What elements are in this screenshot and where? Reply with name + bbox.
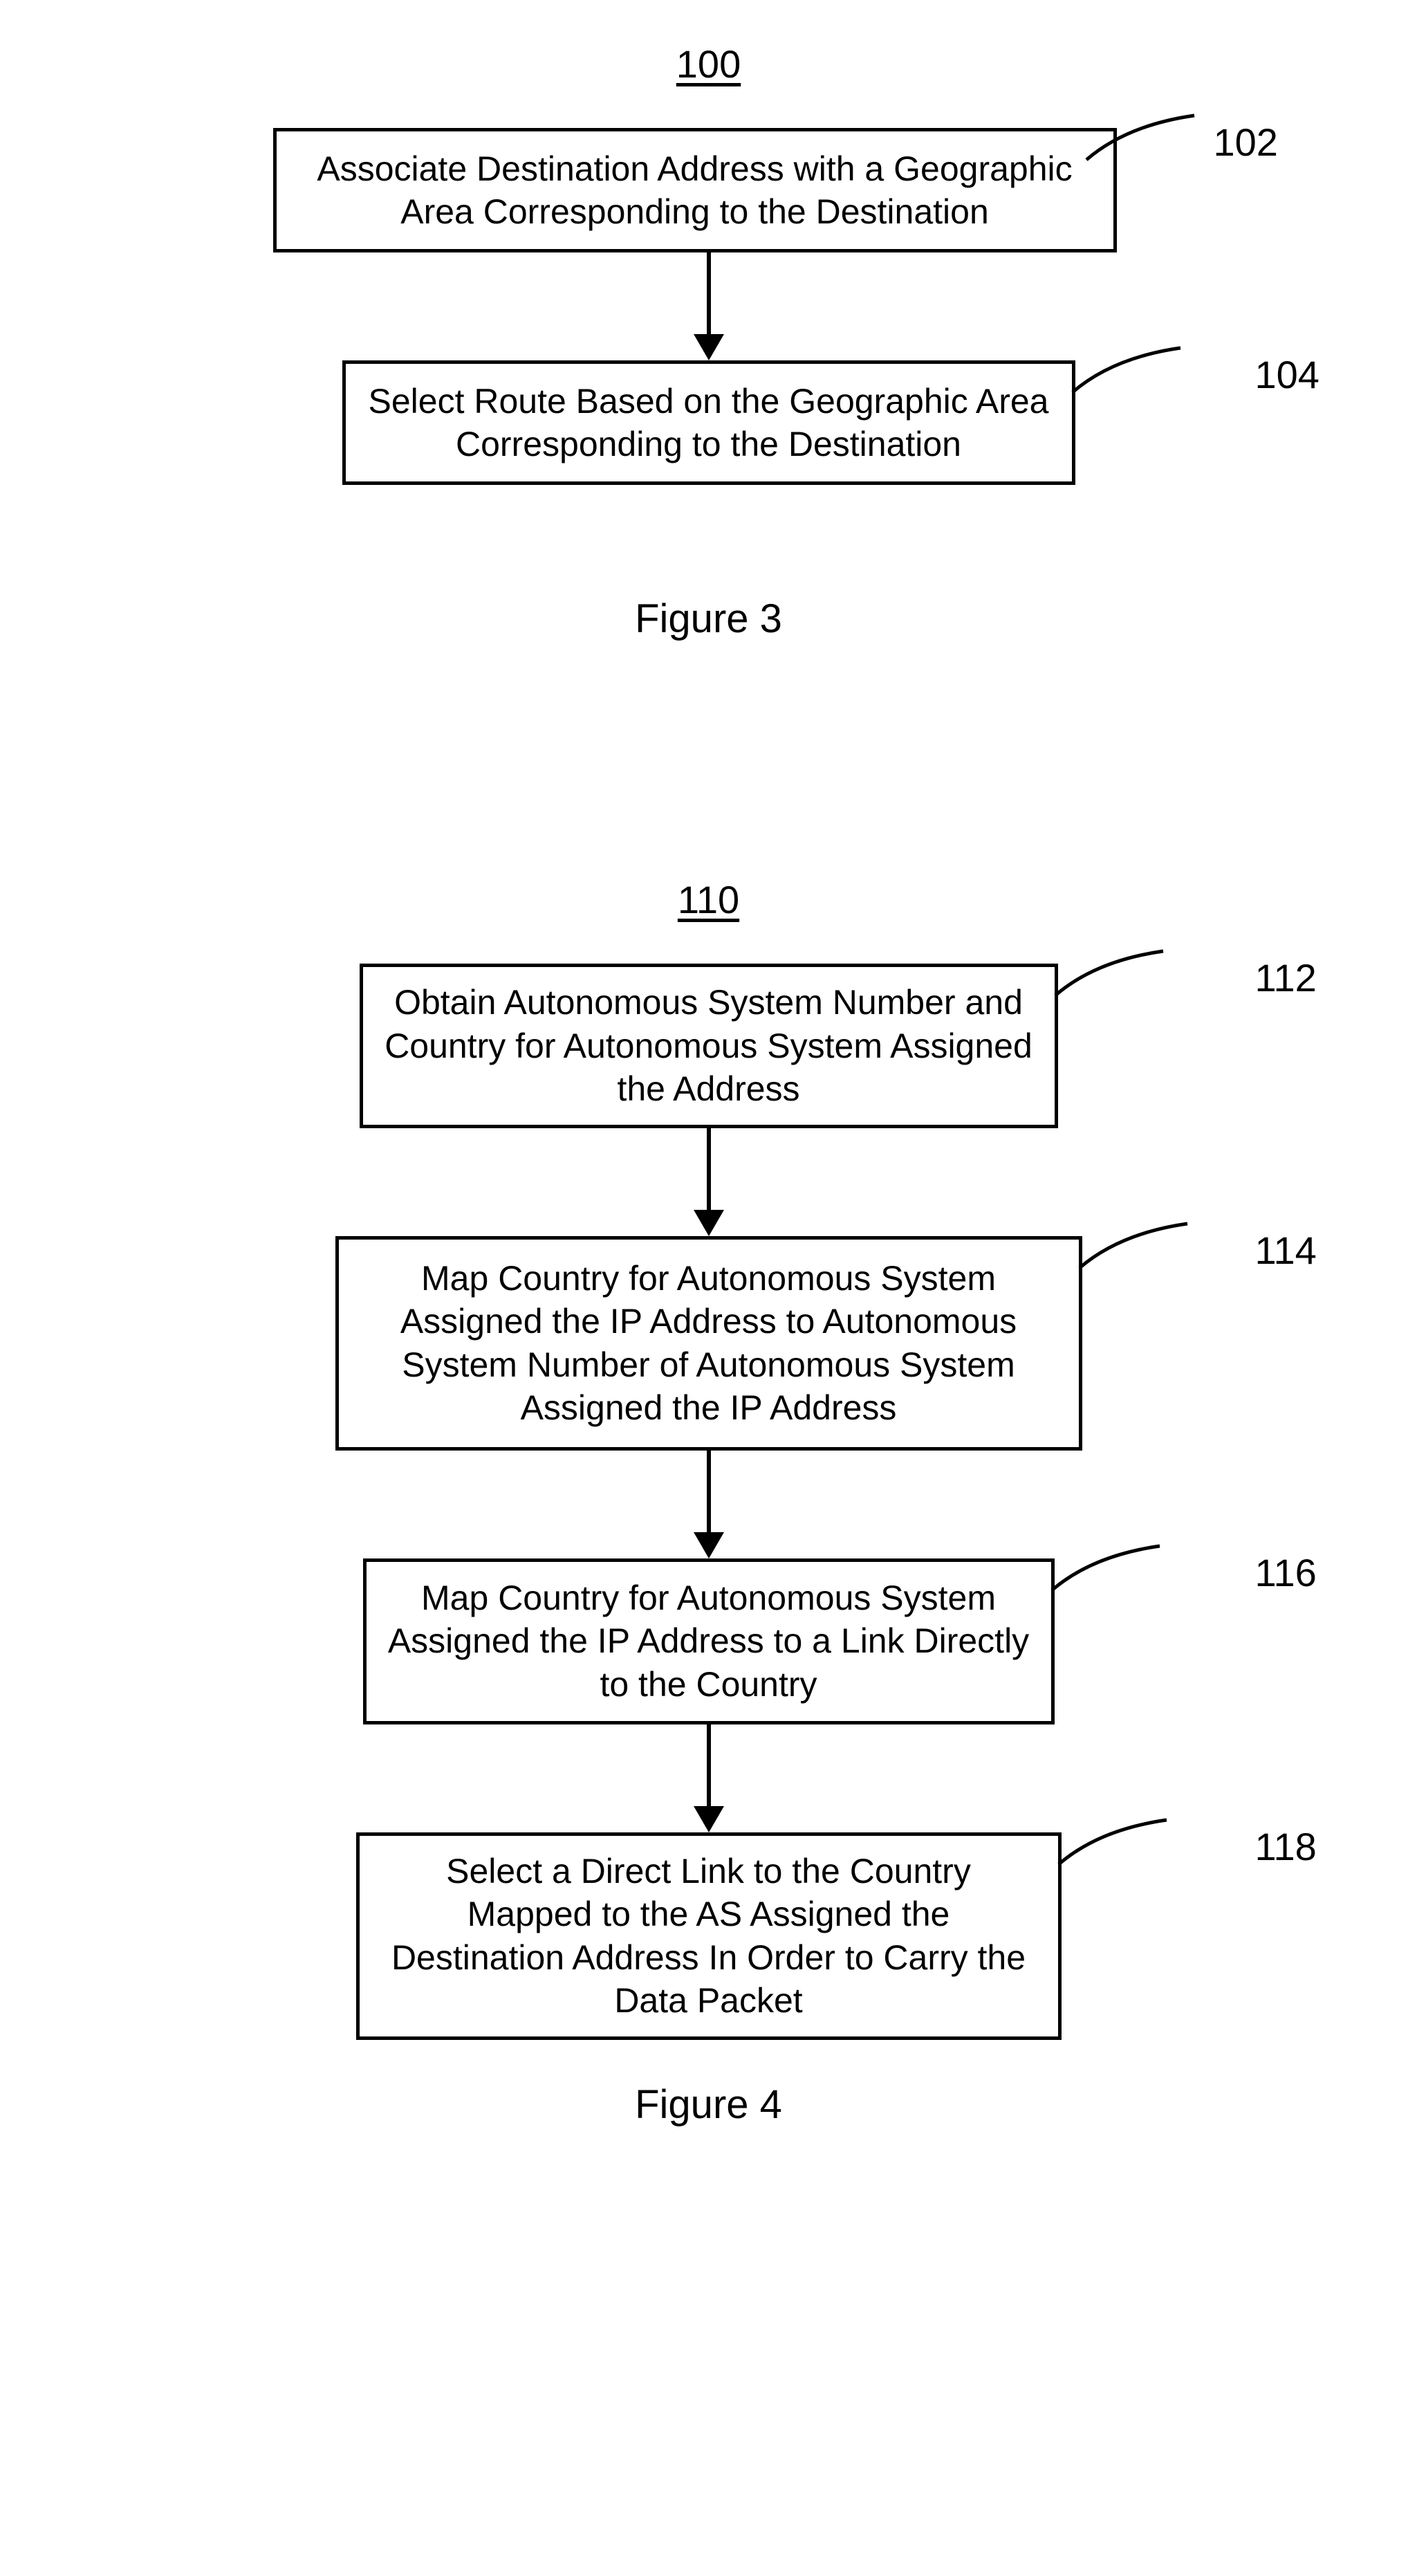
flow-step: Select a Direct Link to the Country Mapp… — [0, 1832, 1417, 2040]
figure-caption: Figure 4 — [635, 2081, 782, 2128]
step-ref-label: 118 — [1255, 1824, 1317, 1869]
step-box: Obtain Autonomous System Number and Coun… — [360, 964, 1058, 1128]
flow-step: Associate Destination Address with a Geo… — [0, 128, 1403, 252]
flow-arrow — [694, 252, 724, 360]
figure-ref-number: 100 — [676, 42, 741, 86]
figure-gap — [0, 642, 1417, 877]
step-box: Map Country for Autonomous System Assign… — [363, 1558, 1055, 1724]
flow-step: Map Country for Autonomous System Assign… — [0, 1558, 1417, 1724]
step-ref-label: 104 — [1255, 352, 1319, 397]
figure-3: 100 Associate Destination Address with a… — [0, 42, 1417, 642]
flow-arrow — [694, 1128, 724, 1236]
step-ref-label: 116 — [1255, 1550, 1317, 1595]
step-ref-label: 112 — [1255, 955, 1317, 1000]
flow-step: Map Country for Autonomous System Assign… — [0, 1236, 1417, 1451]
flow-arrow — [694, 1451, 724, 1558]
callout-line — [1057, 1814, 1168, 1870]
callout-line — [1071, 342, 1182, 398]
figure-ref-number: 110 — [678, 877, 739, 922]
step-ref-label: 102 — [1214, 120, 1278, 165]
flow-step: Select Route Based on the Geographic Are… — [0, 360, 1417, 485]
step-box: Select Route Based on the Geographic Are… — [342, 360, 1075, 485]
step-box: Associate Destination Address with a Geo… — [273, 128, 1117, 252]
flow-arrow — [694, 1724, 724, 1832]
figure-4: 110 Obtain Autonomous System Number and … — [0, 877, 1417, 2128]
callout-line — [1078, 1218, 1189, 1273]
step-box: Map Country for Autonomous System Assign… — [335, 1236, 1082, 1451]
flow-step: Obtain Autonomous System Number and Coun… — [0, 964, 1417, 1128]
callout-line — [1054, 946, 1165, 1001]
step-box: Select a Direct Link to the Country Mapp… — [356, 1832, 1062, 2040]
step-ref-label: 114 — [1255, 1228, 1317, 1273]
callout-line — [1050, 1540, 1161, 1596]
figure-caption: Figure 3 — [635, 596, 782, 642]
